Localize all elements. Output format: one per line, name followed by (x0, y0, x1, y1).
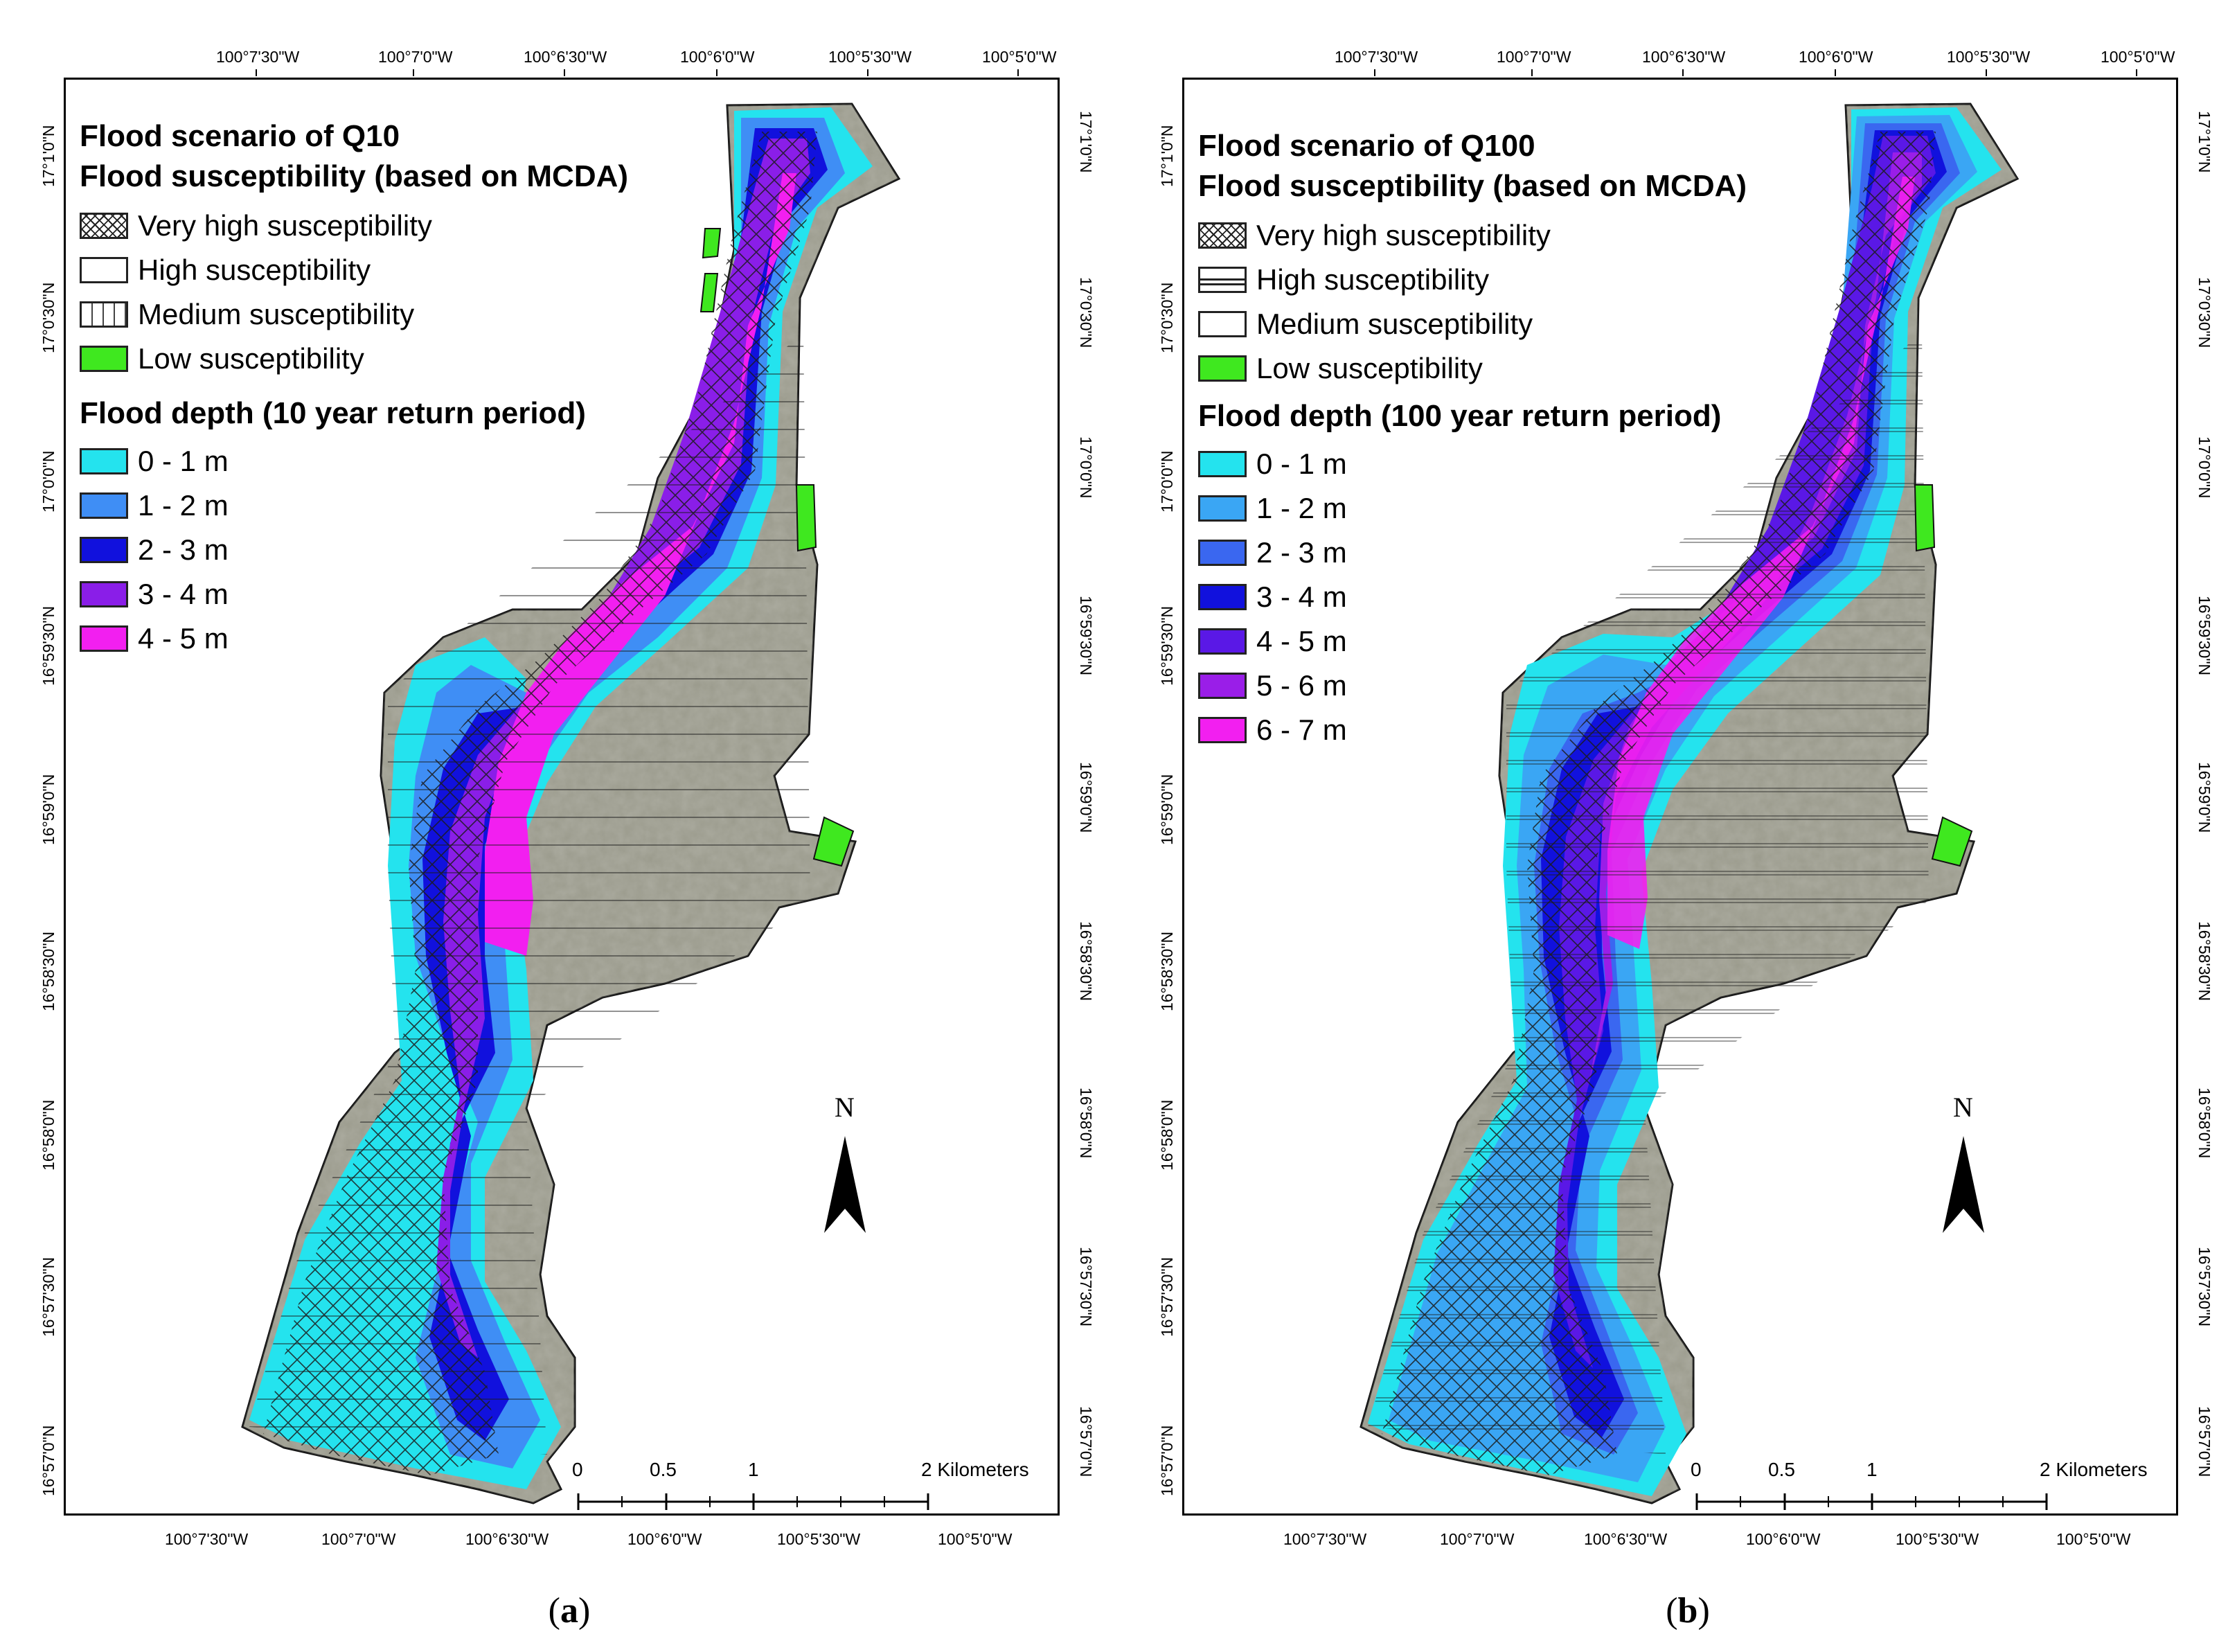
x-tick-bottom: 100°7'0"W (321, 1530, 396, 1548)
y-tick-left: 17°1'0"N (39, 125, 57, 187)
x-tick-bottom: 100°6'30"W (465, 1530, 549, 1548)
scale-label: 0 (1691, 1459, 1702, 1480)
y-tick-right: 17°0'30"N (1077, 277, 1095, 348)
y-tick-left: 16°58'30"N (39, 932, 57, 1011)
scale-label: 2 Kilometers (921, 1459, 1029, 1480)
y-tick-left: 16°59'30"N (1158, 606, 1176, 686)
y-tick-left: 16°59'0"N (1158, 774, 1176, 845)
map-svg: 100°7'30"W 100°7'0"W 100°6'30"W 100°6'0"… (1158, 48, 2213, 1548)
y-axis-left: 17°1'0"N 17°0'30"N 17°0'0"N 16°59'30"N 1… (1158, 125, 1176, 1496)
panel-caption: (b) (1619, 1590, 1757, 1631)
caption-letter: a (560, 1591, 578, 1631)
y-tick-right: 16°59'30"N (1077, 596, 1095, 675)
scale-label: 0.5 (650, 1459, 677, 1480)
y-axis-right: 17°1'0"N 17°0'30"N 17°0'0"N 16°59'30"N 1… (1077, 111, 1095, 1477)
y-tick-right: 17°0'0"N (2195, 436, 2213, 499)
x-tick-bottom: 100°5'0"W (2056, 1530, 2131, 1548)
x-tick-top: 100°7'30"W (1335, 48, 1418, 66)
y-tick-left: 16°57'30"N (39, 1257, 57, 1337)
x-tick-top: 100°6'0"W (1799, 48, 1873, 66)
y-tick-right: 16°58'0"N (1077, 1087, 1095, 1158)
x-axis-bottom: 100°7'30"W 100°7'0"W 100°6'30"W 100°6'0"… (1283, 1530, 2131, 1548)
y-tick-left: 16°58'30"N (1158, 932, 1176, 1011)
x-tick-top: 100°5'30"W (1947, 48, 2031, 66)
y-tick-left: 16°58'0"N (1158, 1100, 1176, 1171)
x-axis-bottom: 100°7'30"W 100°7'0"W 100°6'30"W 100°6'0"… (165, 1530, 1013, 1548)
x-tick-bottom: 100°7'30"W (165, 1530, 249, 1548)
scale-label: 1 (1866, 1459, 1878, 1480)
scale-label: 1 (748, 1459, 759, 1480)
x-tick-top: 100°7'0"W (1497, 48, 1571, 66)
y-tick-left: 16°59'30"N (39, 606, 57, 686)
x-axis-top: 100°7'30"W 100°7'0"W 100°6'30"W 100°6'0"… (1335, 48, 2175, 76)
y-tick-left: 17°0'30"N (39, 283, 57, 353)
x-tick-bottom: 100°7'0"W (1440, 1530, 1515, 1548)
x-tick-bottom: 100°6'0"W (1746, 1530, 1821, 1548)
caption-open: ( (1666, 1591, 1678, 1631)
y-tick-right: 17°1'0"N (2195, 111, 2213, 173)
x-tick-top: 100°5'0"W (982, 48, 1057, 66)
y-tick-right: 16°59'30"N (2195, 596, 2213, 675)
y-tick-left: 17°0'0"N (39, 450, 57, 513)
y-tick-left: 16°57'30"N (1158, 1257, 1176, 1337)
map-svg: 100°7'30"W 100°7'0"W 100°6'30"W 100°6'0"… (39, 48, 1095, 1548)
y-tick-left: 17°0'0"N (1158, 450, 1176, 513)
y-tick-right: 17°0'0"N (1077, 436, 1095, 499)
x-tick-top: 100°7'30"W (216, 48, 300, 66)
caption-close: ) (578, 1591, 591, 1631)
x-tick-top: 100°5'0"W (2101, 48, 2175, 66)
x-tick-top: 100°6'30"W (1642, 48, 1726, 66)
north-arrow-icon (824, 1136, 866, 1233)
caption-open: ( (548, 1591, 560, 1631)
y-tick-right: 16°59'0"N (2195, 762, 2213, 833)
x-tick-bottom: 100°5'0"W (938, 1530, 1013, 1548)
x-tick-bottom: 100°6'30"W (1584, 1530, 1668, 1548)
y-tick-left: 16°58'0"N (39, 1100, 57, 1171)
scale-bar (1695, 1493, 2048, 1510)
y-tick-right: 16°57'30"N (2195, 1247, 2213, 1326)
y-axis-right: 17°1'0"N 17°0'30"N 17°0'0"N 16°59'30"N 1… (2195, 111, 2213, 1477)
y-tick-right: 16°57'0"N (2195, 1406, 2213, 1477)
y-tick-left: 16°57'0"N (1158, 1425, 1176, 1496)
caption-close: ) (1697, 1591, 1710, 1631)
x-tick-bottom: 100°5'30"W (1896, 1530, 1979, 1548)
y-tick-left: 16°57'0"N (39, 1425, 57, 1496)
y-tick-left: 16°59'0"N (39, 774, 57, 845)
y-tick-right: 16°57'30"N (1077, 1247, 1095, 1326)
y-tick-left: 17°1'0"N (1158, 125, 1176, 187)
y-tick-right: 16°58'30"N (1077, 921, 1095, 1001)
y-tick-right: 16°58'30"N (2195, 921, 2213, 1001)
x-tick-top: 100°6'30"W (524, 48, 607, 66)
north-label: N (835, 1092, 855, 1123)
y-tick-right: 16°59'0"N (1077, 762, 1095, 833)
x-tick-bottom: 100°6'0"W (627, 1530, 702, 1548)
map-panel-b: 100°7'30"W 100°7'0"W 100°6'30"W 100°6'0"… (1118, 0, 2237, 1652)
x-axis-top: 100°7'30"W 100°7'0"W 100°6'30"W 100°6'0"… (216, 48, 1057, 76)
scale-bar (577, 1493, 929, 1510)
scale-label: 0 (572, 1459, 583, 1480)
x-tick-top: 100°5'30"W (828, 48, 912, 66)
caption-letter: b (1677, 1591, 1698, 1631)
y-axis-left: 17°1'0"N 17°0'30"N 17°0'0"N 16°59'30"N 1… (39, 125, 57, 1496)
panel-caption: (a) (500, 1590, 639, 1631)
x-tick-bottom: 100°5'30"W (777, 1530, 861, 1548)
y-tick-right: 17°1'0"N (1077, 111, 1095, 173)
x-tick-top: 100°6'0"W (680, 48, 755, 66)
susceptibility-layer (249, 132, 855, 1475)
north-arrow-icon (1943, 1136, 1984, 1233)
map-panel-a: 100°7'30"W 100°7'0"W 100°6'30"W 100°6'0"… (0, 0, 1118, 1652)
susceptibility-layer (1368, 132, 1973, 1475)
scale-label: 0.5 (1768, 1459, 1795, 1480)
y-tick-right: 16°58'0"N (2195, 1087, 2213, 1158)
x-tick-top: 100°7'0"W (378, 48, 453, 66)
north-label: N (1953, 1092, 1973, 1123)
y-tick-right: 17°0'30"N (2195, 277, 2213, 348)
x-tick-bottom: 100°7'30"W (1283, 1530, 1367, 1548)
y-tick-right: 16°57'0"N (1077, 1406, 1095, 1477)
scale-label: 2 Kilometers (2040, 1459, 2148, 1480)
y-tick-left: 17°0'30"N (1158, 283, 1176, 353)
